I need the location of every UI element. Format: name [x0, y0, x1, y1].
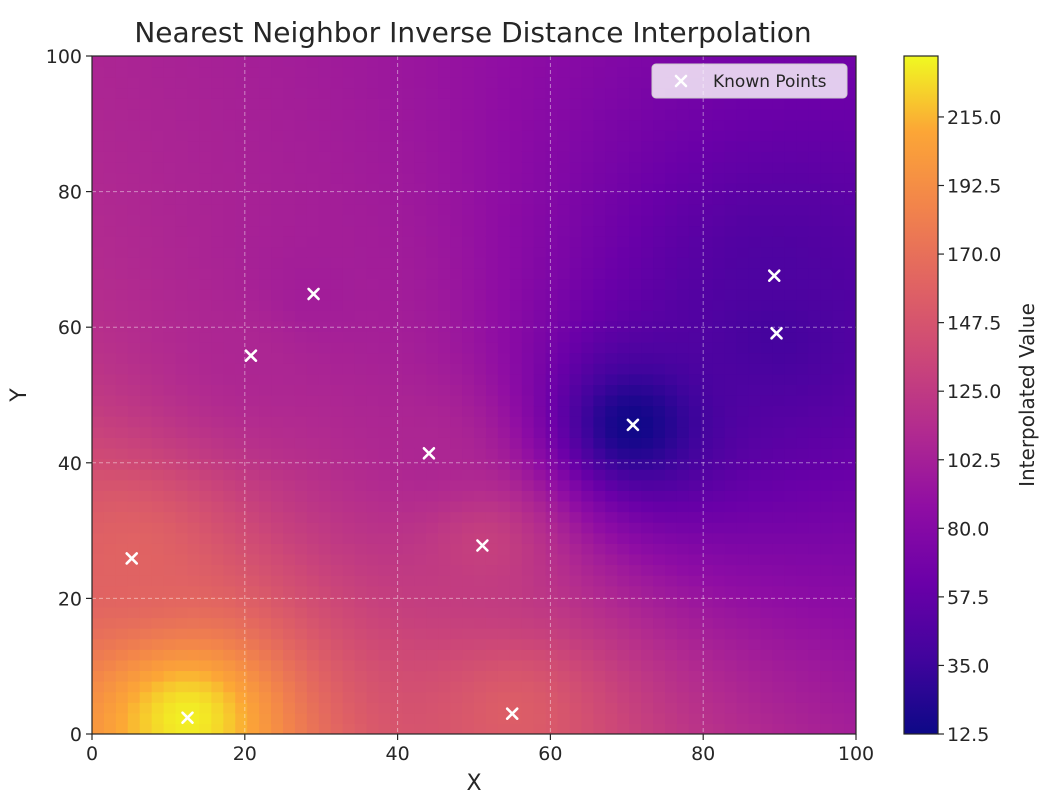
x-tick-label: 80	[691, 743, 715, 765]
colorbar-axis: 12.5 35.0 57.5 80.0 102.5 125.0 147.5 170.0 192.…	[938, 107, 1001, 746]
legend-box	[651, 63, 848, 99]
colorbar-label: Interpolated Value	[1015, 303, 1039, 487]
heatmap-field	[92, 56, 856, 734]
known-point-marker	[476, 539, 489, 552]
legend-marker-icon	[674, 74, 688, 88]
colorbar-tick-label: 102.5	[947, 450, 1001, 472]
colorbar-tick-label: 147.5	[947, 313, 1001, 335]
plot-frame	[91, 55, 857, 735]
x-axis: 0 20 40 60 80 100	[86, 734, 874, 765]
known-points-series	[125, 269, 783, 725]
y-tick-label: 60	[58, 317, 82, 339]
x-tick-label: 40	[386, 743, 410, 765]
legend: Known Points	[651, 63, 848, 99]
known-point-marker	[505, 707, 519, 720]
colorbar-tick-label: 57.5	[947, 587, 989, 609]
known-point-marker	[767, 269, 781, 282]
colorbar-tick-label: 80.0	[947, 518, 989, 540]
x-tick-label: 60	[538, 743, 562, 765]
y-tick-label: 40	[58, 453, 82, 475]
colorbar-tick-label: 35.0	[947, 655, 989, 677]
known-point-marker	[307, 287, 320, 301]
x-tick-label: 20	[233, 743, 257, 765]
known-point-marker	[626, 418, 640, 432]
x-tick-label: 100	[838, 743, 874, 765]
grid-lines	[92, 56, 856, 734]
chart-title: Nearest Neighbor Inverse Distance Interp…	[134, 16, 811, 49]
known-point-marker	[770, 327, 783, 340]
known-point-marker	[125, 552, 139, 565]
y-tick-label: 20	[58, 588, 82, 610]
colorbar	[903, 55, 939, 735]
known-point-marker	[244, 349, 258, 362]
colorbar-tick-label: 12.5	[947, 724, 989, 746]
y-axis-label: Y	[7, 388, 32, 403]
colorbar-tick-label: 125.0	[947, 381, 1001, 403]
y-axis: 0 20 40 60 80 100	[46, 46, 92, 746]
y-tick-label: 0	[70, 724, 82, 746]
known-point-marker	[422, 447, 436, 460]
legend-label: Known Points	[713, 72, 827, 92]
colorbar-tick-label: 192.5	[947, 176, 1001, 198]
y-tick-label: 100	[46, 46, 82, 68]
colorbar-tick-label: 170.0	[947, 244, 1001, 266]
x-axis-label: X	[466, 771, 481, 796]
colorbar-tick-label: 215.0	[947, 107, 1001, 129]
known-point-marker	[181, 711, 194, 725]
y-tick-label: 80	[58, 182, 82, 204]
x-tick-label: 0	[86, 743, 98, 765]
